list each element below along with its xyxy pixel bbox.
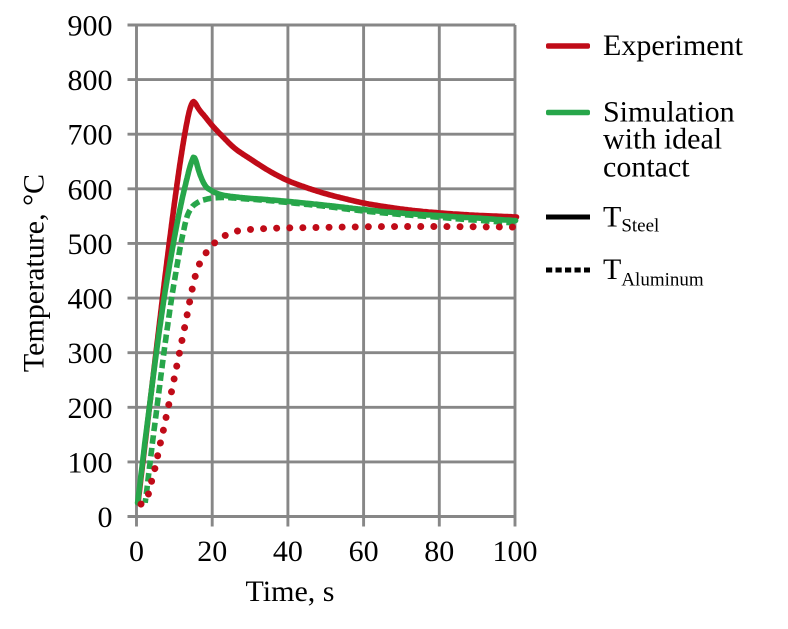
svg-text:Simulation: Simulation bbox=[603, 96, 735, 129]
svg-text:200: 200 bbox=[68, 392, 113, 425]
svg-text:with ideal: with ideal bbox=[603, 123, 722, 156]
svg-text:100: 100 bbox=[493, 535, 538, 568]
svg-text:500: 500 bbox=[68, 228, 113, 261]
svg-text:40: 40 bbox=[273, 535, 303, 568]
svg-text:800: 800 bbox=[68, 64, 113, 97]
svg-text:Time, s: Time, s bbox=[246, 575, 335, 608]
svg-text:0: 0 bbox=[98, 501, 113, 534]
svg-text:0: 0 bbox=[129, 535, 144, 568]
svg-text:900: 900 bbox=[68, 10, 113, 43]
svg-text:600: 600 bbox=[68, 173, 113, 206]
svg-text:20: 20 bbox=[197, 535, 227, 568]
svg-text:Experiment: Experiment bbox=[603, 29, 744, 62]
svg-text:60: 60 bbox=[349, 535, 379, 568]
svg-text:100: 100 bbox=[68, 446, 113, 479]
svg-text:80: 80 bbox=[424, 535, 454, 568]
svg-text:400: 400 bbox=[68, 283, 113, 316]
svg-text:700: 700 bbox=[68, 119, 113, 152]
svg-text:contact: contact bbox=[603, 151, 690, 184]
svg-text:Temperature, °C: Temperature, °C bbox=[18, 174, 51, 372]
svg-text:300: 300 bbox=[68, 337, 113, 370]
